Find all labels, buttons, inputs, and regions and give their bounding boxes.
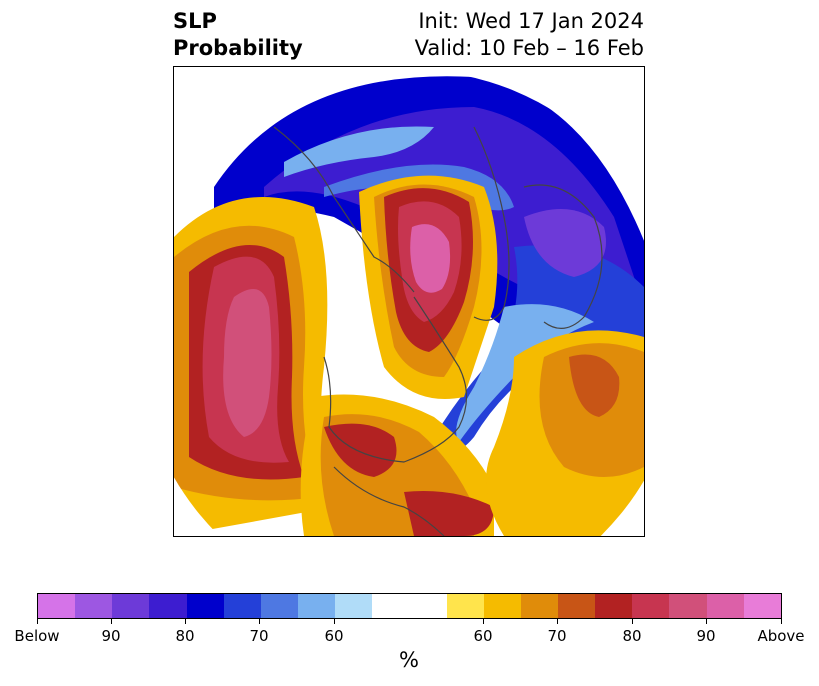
colorbar-swatch [297,594,336,618]
colorbar-tick-label: 70 [547,627,567,645]
colorbar-tick [37,619,38,624]
colorbar-swatch [223,594,261,618]
colorbar-swatch [149,594,187,618]
title-right: Init: Wed 17 Jan 2024 Valid: 10 Feb – 16… [415,8,644,62]
colorbar-tick-label: 80 [175,627,195,645]
colorbar [37,593,782,619]
colorbar-swatch [409,594,447,618]
colorbar-tick [185,619,186,624]
colorbar-swatch [520,594,558,618]
colorbar-swatch [595,594,633,618]
colorbar-tick-label: 80 [622,627,642,645]
colorbar-swatch [38,594,76,618]
init-date: Init: Wed 17 Jan 2024 [418,9,644,33]
colorbar-unit: % [399,648,419,672]
colorbar-swatch [186,594,224,618]
colorbar-swatch [743,594,781,618]
colorbar-tick [111,619,112,624]
colorbar-tick [483,619,484,624]
title-variable: SLP [173,9,217,33]
colorbar-tick-label: 60 [473,627,493,645]
colorbar-tick-label: 90 [696,627,716,645]
colorbar-swatch [706,594,744,618]
colorbar-tick-label: 70 [249,627,269,645]
colorbar-swatch [669,594,707,618]
colorbar-tick-label: Above [757,627,805,645]
title-left: SLP Probability [173,8,303,62]
colorbar-swatch [632,594,670,618]
colorbar-tick [259,619,260,624]
colorbar-tick [632,619,633,624]
colorbar-swatch [112,594,150,618]
colorbar-swatch [335,594,373,618]
colorbar-tick [781,619,782,624]
colorbar-swatch [372,594,410,618]
colorbar-tick [557,619,558,624]
title-product: Probability [173,36,303,60]
colorbar-swatch [446,594,484,618]
valid-range: Valid: 10 Feb – 16 Feb [414,36,644,60]
probability-map [174,70,644,536]
colorbar-tick [706,619,707,624]
map-panel [173,66,645,537]
colorbar-tick [334,619,335,624]
colorbar-swatch [483,594,521,618]
colorbar-swatch [557,594,596,618]
colorbar-tick-label: Below [14,627,60,645]
colorbar-swatch [75,594,113,618]
colorbar-tick-label: 60 [324,627,344,645]
colorbar-tick-label: 90 [101,627,121,645]
colorbar-swatch [260,594,298,618]
